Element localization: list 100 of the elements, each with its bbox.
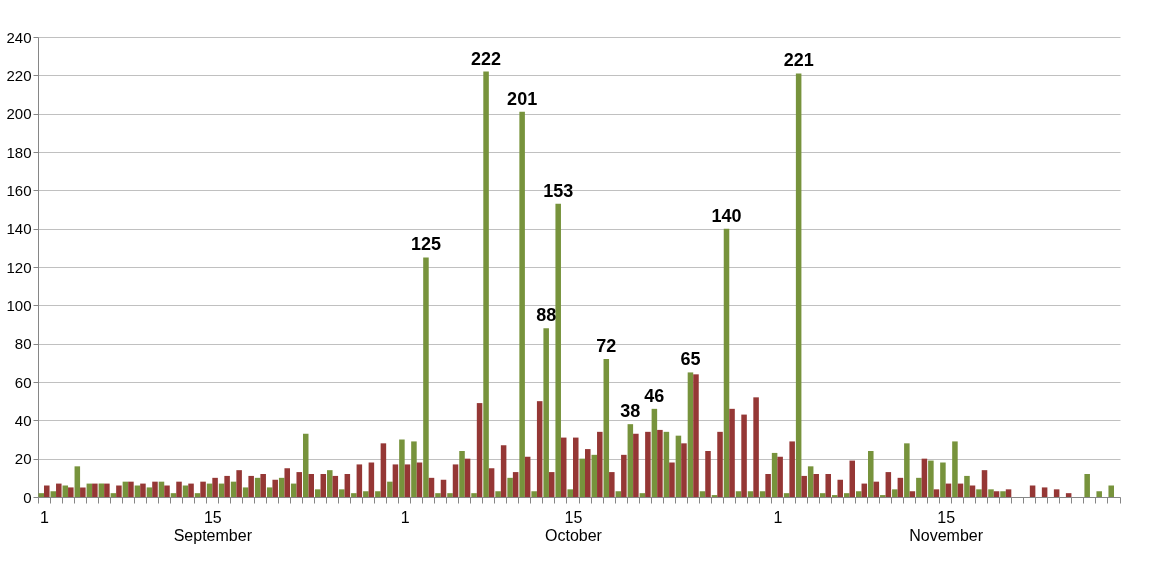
bar [363, 491, 369, 497]
y-tick-label: 220 [6, 66, 32, 84]
y-tick-label: 180 [6, 143, 32, 161]
data-label: 140 [711, 205, 742, 226]
bar [152, 481, 158, 497]
bar [327, 470, 333, 497]
bar [892, 489, 898, 497]
bar [952, 441, 958, 497]
bar [843, 493, 850, 497]
bar [681, 443, 687, 497]
bar [741, 414, 747, 497]
bar [254, 477, 261, 497]
bar [916, 477, 922, 497]
bar [212, 477, 218, 497]
bar [339, 489, 345, 497]
bar [170, 493, 177, 497]
data-label: 221 [783, 50, 814, 71]
bar [399, 439, 405, 497]
bar [868, 451, 874, 497]
bar [837, 479, 844, 497]
bar [1005, 489, 1012, 497]
bar [807, 466, 814, 497]
bar [813, 474, 819, 497]
bar [855, 491, 862, 497]
bar [471, 493, 477, 497]
bar [236, 470, 242, 497]
bar [993, 491, 1000, 497]
bar [38, 493, 45, 497]
bar [146, 487, 153, 497]
bar [50, 491, 57, 497]
bar [380, 443, 387, 497]
x-tick-label: 15 October [545, 508, 603, 544]
bar [392, 464, 399, 497]
bar [536, 401, 543, 497]
bar [56, 483, 62, 497]
bar [759, 491, 766, 497]
bar [488, 468, 495, 497]
data-label: 46 [644, 385, 665, 406]
bar [771, 452, 778, 497]
bar [260, 474, 266, 497]
bar [411, 441, 417, 497]
bar [988, 489, 994, 497]
y-tick-label: 240 [6, 28, 32, 46]
y-tick-label: 80 [14, 335, 32, 353]
bar [627, 424, 634, 497]
bar [284, 468, 290, 497]
data-label: 153 [543, 180, 574, 201]
bar [687, 372, 694, 497]
bar [423, 257, 429, 497]
bar [933, 489, 940, 497]
x-tick-label: 15 November [909, 508, 984, 544]
bar [1084, 474, 1090, 497]
y-tick-label: 140 [6, 220, 32, 238]
bar [572, 437, 579, 497]
bar [500, 445, 507, 497]
bar [92, 483, 98, 497]
bar [621, 454, 627, 497]
bar [1041, 487, 1048, 497]
bar [278, 477, 285, 497]
y-tick-label: 40 [14, 411, 32, 429]
bar [633, 433, 639, 497]
bar [591, 454, 598, 497]
bar [603, 359, 610, 497]
bar [483, 71, 489, 497]
bar [597, 431, 603, 497]
bar [783, 493, 790, 497]
y-tick-label: 60 [14, 373, 32, 391]
bar [1065, 493, 1072, 497]
bar [387, 481, 393, 497]
bar [555, 203, 561, 497]
bar [68, 487, 74, 497]
x-tick-label: 15 September [173, 508, 253, 544]
bar [495, 491, 501, 497]
data-label: 125 [410, 234, 441, 255]
bar [507, 477, 513, 497]
bar [777, 456, 783, 497]
bar [188, 483, 194, 497]
bar [176, 481, 182, 497]
bar [164, 485, 170, 497]
y-tick-label: 100 [6, 296, 32, 314]
bar [80, 487, 86, 497]
bar [795, 73, 802, 497]
bar [825, 474, 831, 497]
bar [717, 431, 723, 497]
y-tick-label: 120 [6, 258, 32, 276]
bar [344, 474, 351, 497]
bar [735, 491, 742, 497]
data-label: 88 [536, 305, 557, 326]
bar [116, 485, 122, 497]
y-tick-label: 200 [6, 105, 32, 123]
bar [356, 464, 363, 497]
x-tick-label: 1 [400, 508, 410, 526]
bar [693, 374, 699, 497]
bar [44, 485, 50, 497]
bar [200, 481, 206, 497]
bar [964, 475, 970, 497]
bar [302, 433, 309, 497]
bar [645, 431, 651, 497]
bar [74, 466, 81, 497]
bar [940, 462, 946, 497]
